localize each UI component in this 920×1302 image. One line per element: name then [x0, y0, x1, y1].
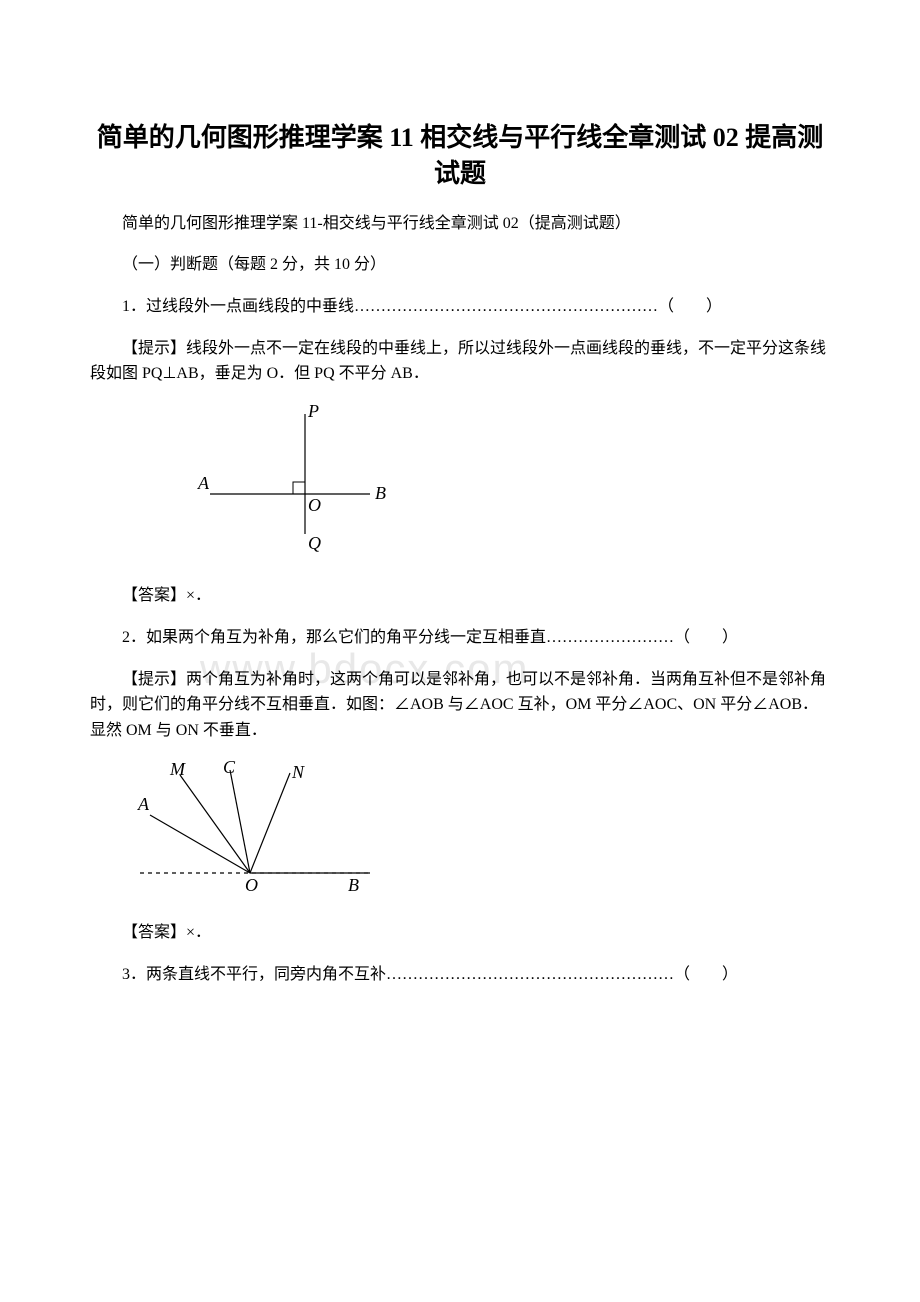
question-1: 1．过线段外一点画线段的中垂线…………………………………………………（ ） — [90, 294, 830, 320]
fig1-label-a: A — [197, 473, 210, 493]
fig2-label-b: B — [348, 875, 359, 895]
fig1-label-p: P — [307, 401, 319, 421]
figure-2: M C N A O B — [130, 755, 830, 904]
fig1-label-b: B — [375, 483, 386, 503]
question-2-answer: 【答案】×． — [90, 920, 830, 946]
fig2-label-o: O — [245, 875, 258, 895]
question-2-hint: 【提示】两个角互为补角时，这两个角可以是邻补角，也可以不是邻补角．当两角互补但不… — [90, 667, 830, 744]
fig2-label-m: M — [169, 759, 186, 779]
question-2: 2．如果两个角互为补角，那么它们的角平分线一定互相垂直……………………（ ） — [90, 625, 830, 651]
question-1-hint: 【提示】线段外一点不一定在线段的中垂线上，所以过线段外一点画线段的垂线，不一定平… — [90, 336, 830, 387]
fig2-label-a: A — [137, 794, 150, 814]
fig2-label-n: N — [291, 762, 305, 782]
question-3: 3．两条直线不平行，同旁内角不互补………………………………………………（ ） — [90, 962, 830, 988]
subtitle: 简单的几何图形推理学案 11-相交线与平行线全章测试 02（提高测试题） — [90, 211, 830, 237]
figure-1: P A B O Q — [190, 399, 830, 568]
question-1-answer: 【答案】×． — [90, 583, 830, 609]
fig2-label-c: C — [223, 757, 236, 777]
fig1-label-q: Q — [308, 533, 321, 553]
fig1-label-o: O — [308, 495, 321, 515]
section-heading: （一）判断题（每题 2 分，共 10 分） — [90, 252, 830, 278]
page-title: 简单的几何图形推理学案 11 相交线与平行线全章测试 02 提高测试题 — [90, 120, 830, 193]
